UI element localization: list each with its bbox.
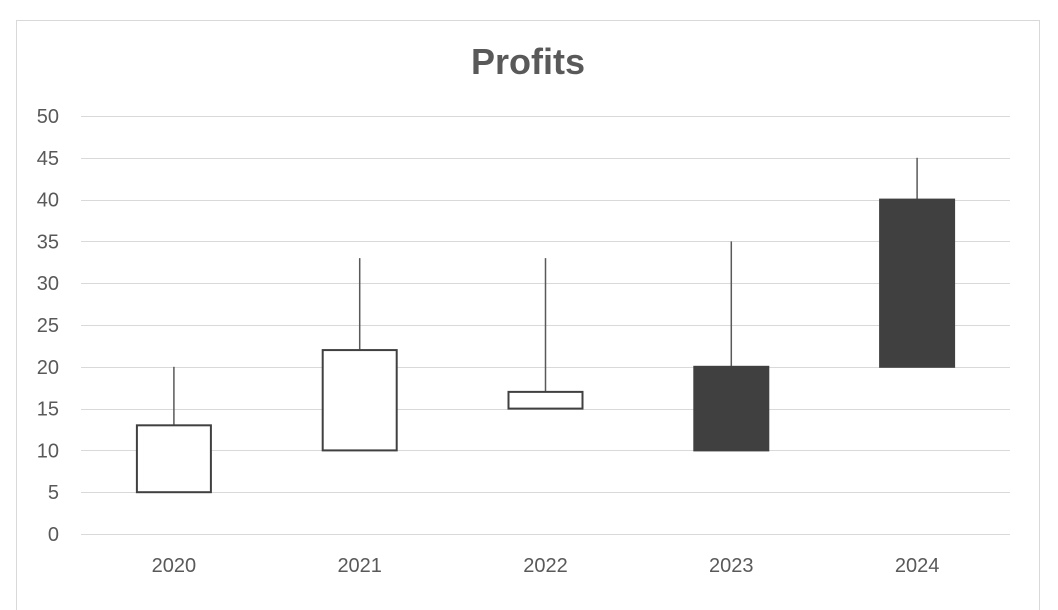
candle-2020 [135,366,212,494]
candle-body [879,198,956,368]
candle-2023 [693,241,770,452]
chart-frame [16,20,1040,610]
y-tick-label: 45 [37,148,59,170]
candle-body [693,365,770,452]
x-tick-label: 2022 [523,555,568,577]
candle-body [507,390,584,410]
x-tick-label: 2020 [152,555,197,577]
x-tick-label: 2021 [337,555,382,577]
candle-2022 [507,258,584,410]
y-tick-label: 20 [37,357,59,379]
y-axis-tick-labels: 0 5 10 15 20 25 30 35 40 45 50 [37,106,59,546]
y-tick-label: 25 [37,315,59,337]
y-tick-label: 40 [37,190,59,212]
gridlines [81,116,1010,535]
y-tick-label: 5 [48,482,59,504]
candle-body [321,349,398,452]
candle-2024 [879,157,956,368]
candle-body [135,424,212,494]
x-tick-label: 2024 [895,555,940,577]
candle-2021 [321,258,398,452]
chart-title: Profits [471,41,585,82]
candles [135,157,956,494]
x-tick-label: 2023 [709,555,754,577]
x-axis-tick-labels: 2020 2021 2022 2023 2024 [152,555,940,577]
y-tick-label: 35 [37,231,59,253]
y-tick-label: 30 [37,273,59,295]
y-tick-label: 50 [37,106,59,128]
y-tick-label: 0 [48,524,59,546]
y-tick-label: 15 [37,399,59,421]
y-tick-label: 10 [37,440,59,462]
